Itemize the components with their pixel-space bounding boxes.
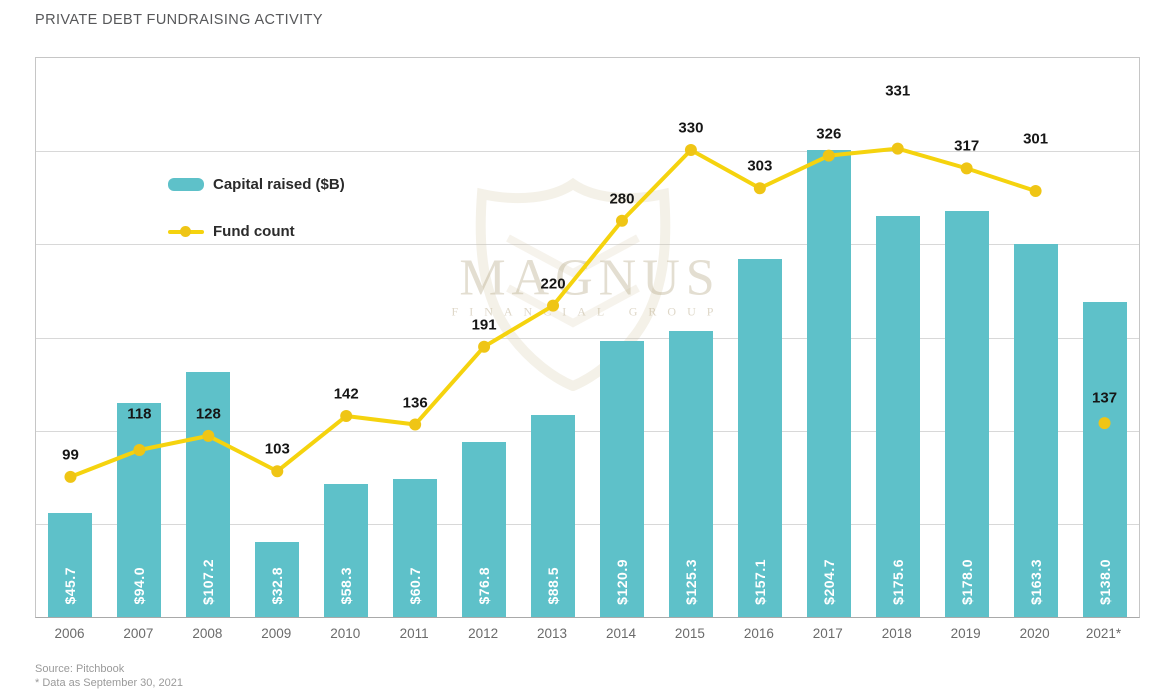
year-label: 2018 [881,626,912,641]
source-note: Source: Pitchbook * Data as September 30… [35,662,183,690]
fund-count-label: 331 [885,82,911,100]
bar-value-label: $175.6 [889,559,906,605]
fund-count-label: 326 [816,125,842,143]
year-label: 2012 [468,626,499,641]
fund-count-marker [478,340,491,353]
fund-count-label: 142 [333,385,359,403]
source-line: Source: Pitchbook [35,663,125,675]
year-label: 2011 [399,626,429,641]
year-label: 2017 [812,626,843,641]
x-axis: 2006 2007 2008 2009 2010 2011 2012 2013 2014 2015… [35,618,1140,646]
bar-value-label: $107.2 [200,559,217,605]
year-label: 2021* [1085,626,1122,641]
capital-raised-bar [393,478,438,617]
bar-value-label: $163.3 [1027,559,1044,605]
bar-value-label: $88.5 [545,567,562,605]
bar-value-label: $204.7 [820,559,837,605]
line-legend-marker-icon [168,225,204,238]
capital-raised-bar [255,542,300,617]
fund-count-label: 280 [609,190,635,208]
fund-count-label: 220 [540,275,566,293]
bar-value-label: $32.8 [269,567,286,605]
chart-frame: MAGNUS FINANCIAL GROUP Capital raised ($… [35,57,1140,648]
fund-count-marker [753,182,766,195]
fund-count-label: 99 [62,446,79,464]
fund-count-label: 303 [747,157,773,175]
fund-count-label: 118 [127,405,152,423]
capital-raised-bar [944,210,989,617]
crest-watermark-icon [475,177,671,391]
fund-count-marker [891,142,904,155]
fund-count-label: 103 [264,440,290,458]
watermark-name: MAGNUS [459,249,721,307]
legend-item-capital-raised: Capital raised ($B) [168,176,345,193]
legend-label: Fund count [213,223,295,240]
bar-value-label: $76.8 [476,567,493,605]
year-label: 2019 [950,626,981,641]
gridline [36,523,1139,525]
bar-value-label: $125.3 [682,559,699,605]
bar-value-label: $58.3 [338,567,355,605]
fund-count-label: 317 [954,137,980,155]
page-title: PRIVATE DEBT FUNDRAISING ACTIVITY [35,12,323,28]
legend-item-fund-count: Fund count [168,223,345,240]
fund-count-label: 137 [1092,389,1118,407]
capital-raised-bar [324,483,369,617]
bar-value-label: $138.0 [1096,559,1113,605]
fund-count-marker [271,465,284,478]
capital-raised-bar [48,512,93,617]
bar-legend-swatch-icon [168,178,204,191]
year-label: 2010 [330,626,361,641]
bar-value-label: $157.1 [751,559,768,605]
year-label: 2015 [674,626,705,641]
bar-value-label: $120.9 [613,559,630,605]
fund-count-marker [547,299,560,312]
year-label: 2008 [192,626,223,641]
year-label: 2006 [54,626,85,641]
year-label: 2013 [537,626,568,641]
year-label: 2007 [123,626,154,641]
fund-count-label: 301 [1023,130,1049,148]
capital-raised-bar [875,216,920,617]
year-label: 2020 [1019,626,1050,641]
fund-count-label: 128 [195,405,221,423]
fund-count-marker [340,410,353,423]
legend-label: Capital raised ($B) [213,176,345,193]
legend: Capital raised ($B) Fund count [168,176,345,240]
bar-value-label: $45.7 [62,567,79,605]
capital-raised-bar [1082,302,1127,617]
fund-count-marker [64,470,77,483]
fund-count-marker [960,162,973,175]
year-label: 2009 [261,626,292,641]
year-label: 2014 [605,626,636,641]
fund-count-label: 330 [678,119,704,137]
capital-raised-bar [806,149,851,617]
plot-area: MAGNUS FINANCIAL GROUP Capital raised ($… [35,57,1140,618]
fund-count-marker [615,214,628,227]
bar-value-label: $178.0 [958,559,975,605]
source-footnote: * Data as September 30, 2021 [35,677,183,689]
bar-value-label: $60.7 [407,567,424,605]
fund-count-marker [1029,185,1042,198]
year-label: 2016 [743,626,774,641]
bar-value-label: $94.0 [131,567,148,605]
fund-count-label: 191 [471,316,497,334]
fund-count-marker [409,418,422,431]
fund-count-label: 136 [402,394,428,412]
fund-count-marker [684,143,697,156]
